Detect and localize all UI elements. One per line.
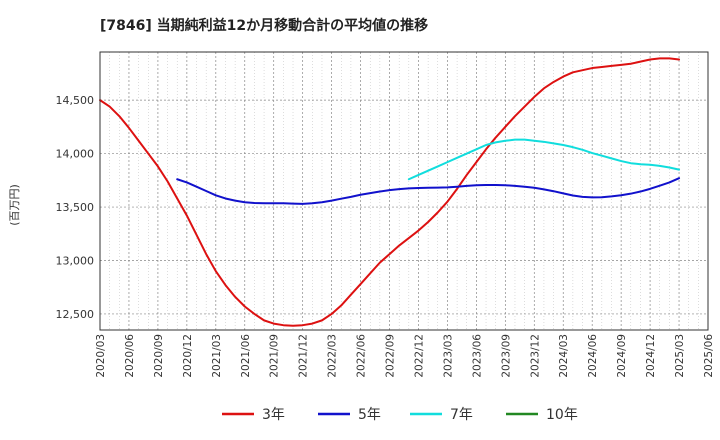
plot-border <box>99 51 709 331</box>
x-tick-label: 2022/06 <box>356 334 368 378</box>
x-tick-label: 2023/06 <box>471 334 483 378</box>
y-tick-labels: 12,500 13,000 13,500 14,000 14,500 <box>56 94 95 321</box>
legend-label-0: 3年 <box>262 407 285 423</box>
x-tick-labels: 2020/03 2020/06 2020/09 2020/12 2021/03 2021/… <box>95 334 715 378</box>
x-tick-label: 2021/03 <box>211 334 223 378</box>
legend: 3年 5年 7年 10年 <box>222 407 578 423</box>
series-line-2 <box>407 138 681 181</box>
x-tick-label: 2021/12 <box>298 334 310 378</box>
legend-label-1: 5年 <box>358 407 381 423</box>
x-tick-label: 2024/06 <box>587 334 599 378</box>
chart-title: [7846] 当期純利益12か月移動合計の平均値の推移 <box>100 17 428 34</box>
x-tick-label: 2020/09 <box>153 334 165 378</box>
series-group <box>99 57 681 327</box>
x-tick-label: 2023/12 <box>529 334 541 378</box>
y-tick-label: 12,500 <box>56 308 95 321</box>
series-line-1 <box>176 177 681 205</box>
y-tick-label: 13,500 <box>56 201 95 214</box>
x-tick-label: 2025/06 <box>703 334 715 378</box>
y-tick-label: 14,000 <box>56 148 95 161</box>
x-tick-label: 2021/09 <box>269 334 281 378</box>
x-tick-label: 2021/06 <box>240 334 252 378</box>
x-tick-label: 2022/09 <box>385 334 397 378</box>
plot-area <box>100 52 708 330</box>
x-tick-label: 2020/12 <box>182 334 194 378</box>
x-tick-label: 2022/03 <box>327 334 339 378</box>
x-tick-label: 2020/03 <box>95 334 107 378</box>
x-tick-label: 2025/03 <box>674 334 686 378</box>
x-tick-label: 2024/03 <box>558 334 570 378</box>
x-tick-label: 2024/09 <box>616 334 628 378</box>
series-line-0 <box>99 57 681 327</box>
y-axis-label: (百万円) <box>8 184 21 226</box>
y-tick-label: 14,500 <box>56 94 95 107</box>
grid-lines <box>99 52 709 330</box>
legend-label-2: 7年 <box>450 407 473 423</box>
x-tick-label: 2023/03 <box>442 334 454 378</box>
legend-label-3: 10年 <box>546 407 578 423</box>
y-tick-label: 13,000 <box>56 255 95 268</box>
x-tick-label: 2022/12 <box>413 334 425 378</box>
x-tick-label: 2020/06 <box>124 334 136 378</box>
x-tick-label: 2023/09 <box>500 334 512 378</box>
x-tick-label: 2024/12 <box>645 334 657 378</box>
